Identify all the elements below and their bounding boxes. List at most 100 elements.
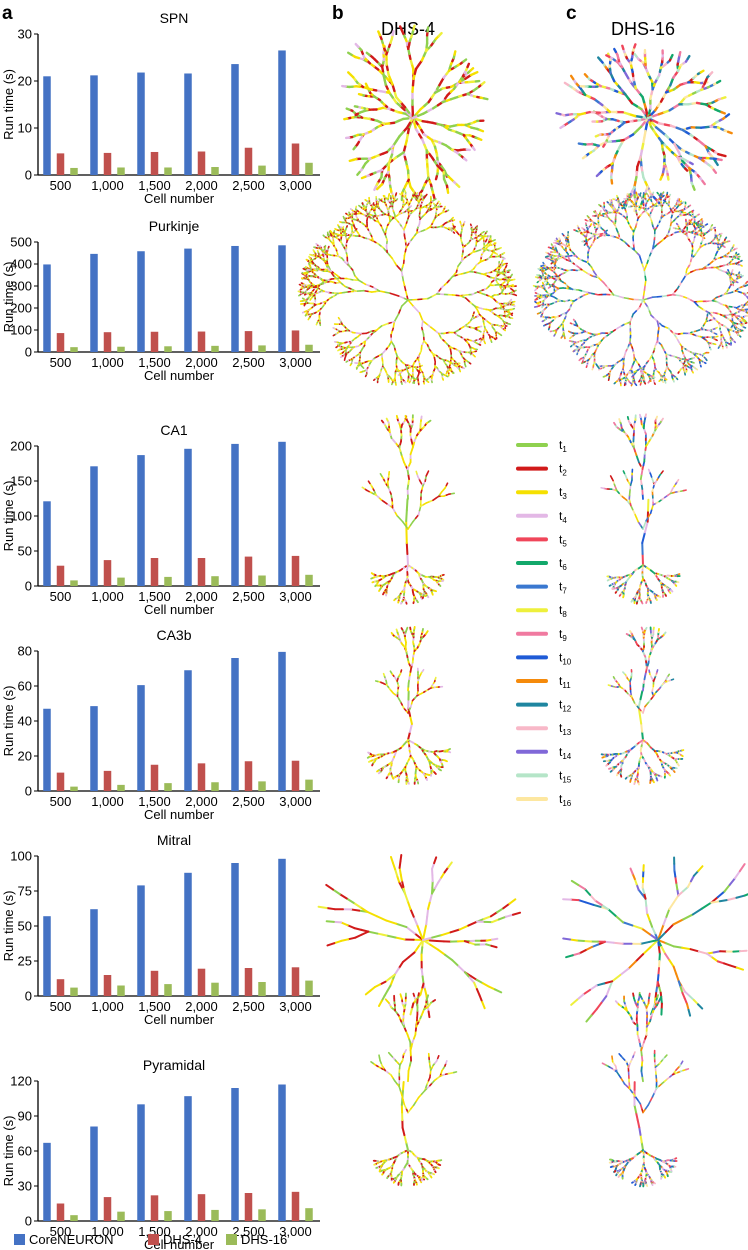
x-tick-label: 500 bbox=[50, 355, 72, 370]
x-tick-label: 1,000 bbox=[91, 999, 124, 1014]
x-tick-label: 2,500 bbox=[232, 1224, 265, 1239]
bar-dhs-4-2 bbox=[150, 151, 159, 175]
y-tick-label: 200 bbox=[10, 301, 32, 316]
bar-dhs-4-0 bbox=[56, 565, 65, 586]
x-tick-label: 1,500 bbox=[138, 794, 171, 809]
y-tick-label: 120 bbox=[10, 1074, 32, 1089]
x-tick-label: 1,500 bbox=[138, 589, 171, 604]
bar-dhs-4-1 bbox=[103, 152, 112, 175]
bar-dhs-4-5 bbox=[291, 330, 300, 352]
y-tick-label: 100 bbox=[10, 323, 32, 338]
column-title-dhs4: DHS-4 bbox=[381, 19, 435, 39]
y-tick-label: 10 bbox=[18, 121, 32, 136]
chart-spn: SPN 0 10 20 30 Run time (s) 500 1,000 1,500 2,000… bbox=[1, 10, 320, 206]
bar-dhs-16-1 bbox=[117, 167, 125, 175]
neuron-purkinje-dhs4 bbox=[297, 190, 518, 386]
bar-coreneuron-4 bbox=[231, 443, 239, 586]
bar-dhs-16-4 bbox=[258, 575, 266, 586]
bar-dhs-4-5 bbox=[291, 760, 300, 791]
column-title-dhs16: DHS-16 bbox=[611, 19, 675, 39]
y-tick-label: 0 bbox=[25, 1214, 32, 1229]
thread-label-t8: t8 bbox=[559, 603, 567, 619]
bar-dhs-4-3 bbox=[197, 151, 206, 175]
y-axis-label: Run time (s) bbox=[1, 686, 16, 757]
panel-label-c: c bbox=[566, 3, 577, 24]
y-tick-label: 0 bbox=[25, 168, 32, 183]
y-tick-label: 100 bbox=[10, 849, 32, 864]
bar-dhs-4-0 bbox=[56, 153, 65, 175]
bar-dhs-16-5 bbox=[305, 1208, 313, 1221]
x-axis-label: Cell number bbox=[144, 602, 215, 617]
x-tick-label: 2,000 bbox=[185, 178, 218, 193]
bar-dhs-4-4 bbox=[244, 331, 253, 352]
panel-label-b: b bbox=[332, 3, 344, 24]
bar-dhs-4-4 bbox=[244, 556, 253, 586]
bar-dhs-16-1 bbox=[117, 1211, 125, 1221]
y-axis-label: Run time (s) bbox=[1, 481, 16, 552]
chart-title: Mitral bbox=[157, 832, 191, 848]
bar-dhs-16-0 bbox=[70, 167, 78, 175]
x-tick-label: 1,500 bbox=[138, 1224, 171, 1239]
bar-dhs-16-2 bbox=[164, 576, 172, 586]
chart-title: CA3b bbox=[156, 627, 191, 643]
bar-coreneuron-2 bbox=[137, 251, 145, 352]
bar-dhs-16-4 bbox=[258, 1209, 266, 1221]
bar-dhs-16-4 bbox=[258, 345, 266, 352]
x-tick-label: 3,000 bbox=[279, 794, 312, 809]
bar-dhs-16-1 bbox=[117, 784, 125, 791]
chart-ca3b: CA3b 0 20 40 60 80 Run time (s) 500 1,000 1,500 2,… bbox=[1, 627, 320, 822]
bar-dhs-4-0 bbox=[56, 979, 65, 996]
bar-dhs-16-2 bbox=[164, 984, 172, 996]
bar-coreneuron-1 bbox=[90, 466, 98, 586]
legend-swatch-dhs-4 bbox=[148, 1234, 159, 1245]
bar-dhs-4-3 bbox=[197, 763, 206, 791]
y-tick-label: 90 bbox=[18, 1109, 32, 1124]
bar-coreneuron-3 bbox=[184, 73, 192, 175]
bar-dhs-16-3 bbox=[211, 167, 219, 175]
y-tick-label: 30 bbox=[18, 1179, 32, 1194]
bar-coreneuron-4 bbox=[231, 245, 239, 352]
bar-dhs-16-2 bbox=[164, 1211, 172, 1221]
bar-coreneuron-3 bbox=[184, 872, 192, 996]
y-tick-label: 0 bbox=[25, 784, 32, 799]
bar-dhs-16-0 bbox=[70, 1215, 78, 1221]
bar-dhs-4-1 bbox=[103, 1197, 112, 1221]
bar-dhs-4-3 bbox=[197, 558, 206, 586]
bar-coreneuron-1 bbox=[90, 75, 98, 175]
bar-coreneuron-0 bbox=[43, 1142, 51, 1221]
x-tick-label: 1,000 bbox=[91, 178, 124, 193]
bar-dhs-16-5 bbox=[305, 980, 313, 996]
bar-coreneuron-1 bbox=[90, 706, 98, 791]
y-tick-label: 60 bbox=[18, 1144, 32, 1159]
x-tick-label: 2,500 bbox=[232, 589, 265, 604]
thread-label-t7: t7 bbox=[559, 580, 567, 596]
chart-mitral: Mitral 0 25 50 75 100 Run time (s) 500 1,000 1,50… bbox=[1, 832, 320, 1027]
bar-dhs-4-3 bbox=[197, 1194, 206, 1221]
bar-dhs-4-0 bbox=[56, 333, 65, 352]
bar-coreneuron-5 bbox=[278, 50, 286, 176]
y-tick-label: 50 bbox=[18, 544, 32, 559]
bar-coreneuron-1 bbox=[90, 1126, 98, 1221]
neuron-ca1-dhs4 bbox=[361, 414, 455, 605]
bar-coreneuron-0 bbox=[43, 501, 51, 586]
x-tick-label: 3,000 bbox=[279, 178, 312, 193]
x-axis-label: Cell number bbox=[144, 807, 215, 822]
bar-dhs-16-4 bbox=[258, 982, 266, 996]
legend-swatch-coreneuron bbox=[14, 1234, 25, 1245]
bar-dhs-16-5 bbox=[305, 574, 313, 586]
x-tick-label: 2,500 bbox=[232, 178, 265, 193]
chart-title: Pyramidal bbox=[143, 1057, 205, 1073]
chart-title: Purkinje bbox=[149, 218, 200, 234]
bar-dhs-4-5 bbox=[291, 1191, 300, 1221]
y-axis-label: Run time (s) bbox=[1, 891, 16, 962]
legend-label-dhs-16: DHS-16 bbox=[241, 1232, 287, 1247]
bar-coreneuron-5 bbox=[278, 245, 286, 352]
thread-label-t16: t16 bbox=[559, 792, 572, 808]
y-axis-label: Run time (s) bbox=[1, 69, 16, 140]
y-tick-label: 80 bbox=[18, 644, 32, 659]
thread-label-t6: t6 bbox=[559, 556, 567, 572]
neuron-pyramidal-dhs16 bbox=[601, 991, 690, 1188]
y-tick-label: 0 bbox=[25, 345, 32, 360]
y-tick-label: 400 bbox=[10, 257, 32, 272]
bar-coreneuron-3 bbox=[184, 248, 192, 352]
